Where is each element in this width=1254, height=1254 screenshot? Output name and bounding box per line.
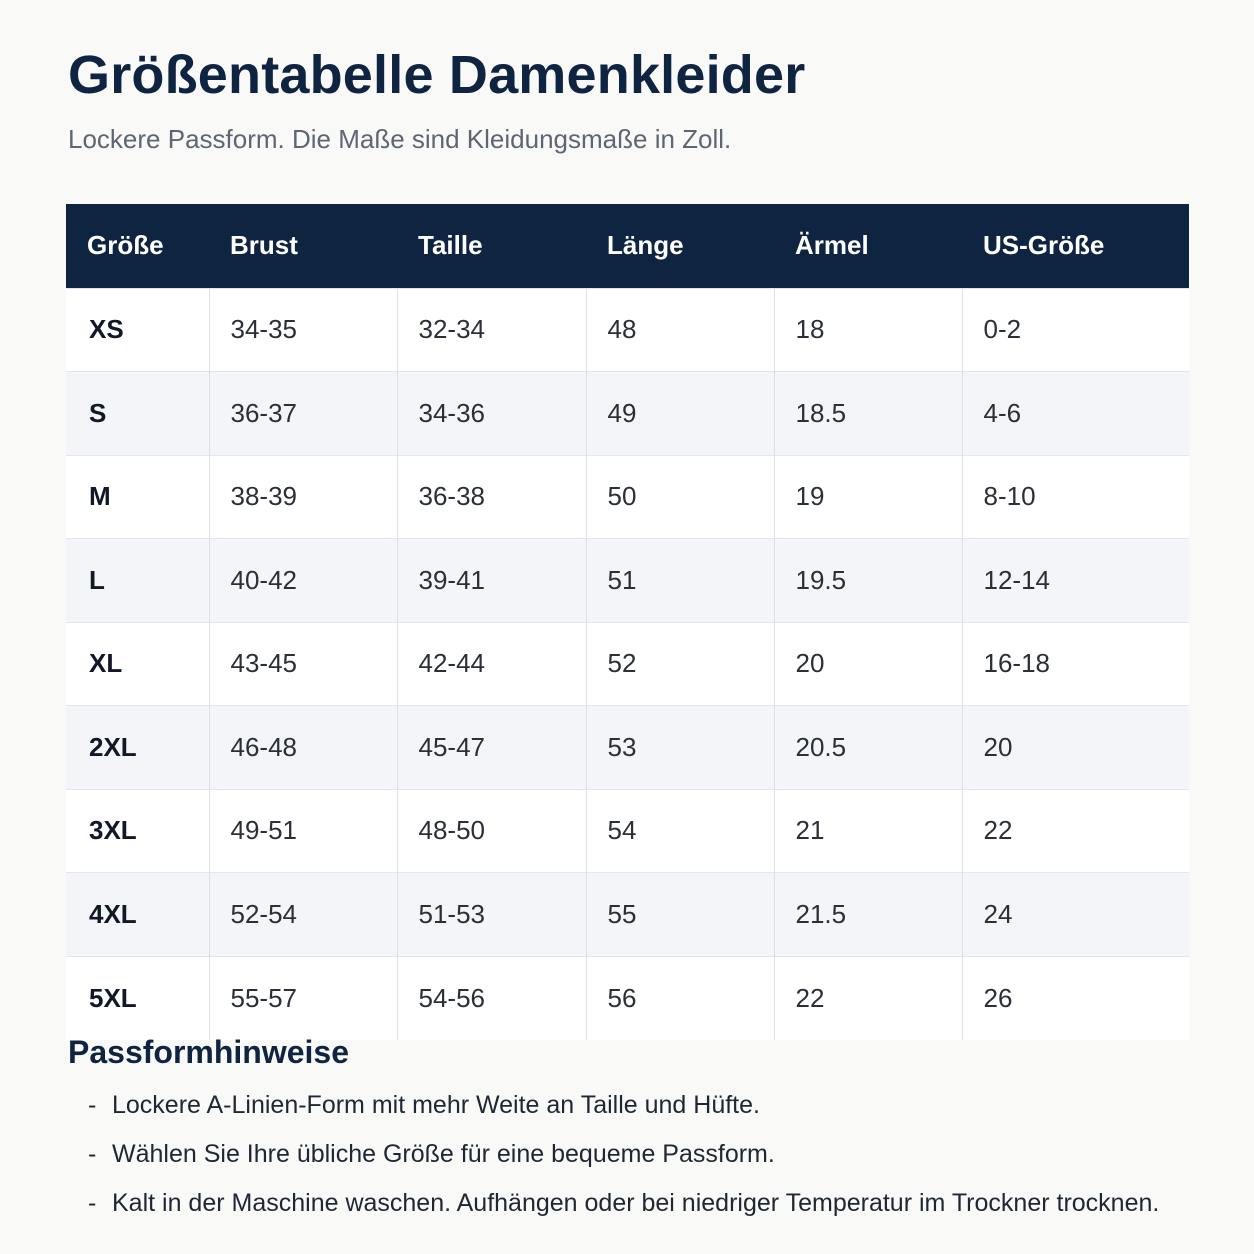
length-cell: 48 [586, 287, 775, 372]
size-chart-table: Größe Brust Taille Länge Ärmel US-Größe … [66, 204, 1189, 1040]
sleeve-cell: 20 [774, 621, 963, 706]
table-row: 3XL 49-51 48-50 54 21 22 [66, 788, 1189, 873]
page-subtitle: Lockere Passform. Die Maße sind Kleidung… [68, 124, 732, 154]
size-cell: 3XL [66, 788, 210, 873]
note-bullet: - [88, 1189, 97, 1217]
column-header-waist: Taille [418, 230, 483, 261]
notes-heading: Passformhinweise [68, 1034, 349, 1070]
us-size-cell: 24 [962, 872, 1189, 956]
table-row: 4XL 52-54 51-53 55 21.5 24 [66, 872, 1189, 956]
bust-cell: 52-54 [209, 872, 398, 956]
length-cell: 55 [586, 872, 775, 956]
column-header-us-size: US-Größe [983, 230, 1105, 261]
column-header-sleeve: Ärmel [795, 230, 869, 261]
bust-cell: 34-35 [209, 287, 398, 372]
size-cell: 5XL [66, 955, 210, 1040]
note-text: Kalt in der Maschine waschen. Aufhängen … [112, 1189, 1160, 1217]
sleeve-cell: 18.5 [774, 371, 963, 455]
us-size-cell: 8-10 [962, 454, 1189, 539]
bust-cell: 40-42 [209, 538, 398, 622]
size-cell: 4XL [66, 872, 210, 956]
sleeve-cell: 18 [774, 287, 963, 372]
size-cell: M [66, 454, 210, 539]
length-cell: 56 [586, 955, 775, 1040]
sleeve-cell: 21.5 [774, 872, 963, 956]
us-size-cell: 12-14 [962, 538, 1189, 622]
size-cell: 2XL [66, 705, 210, 789]
table-row: XL 43-45 42-44 52 20 16-18 [66, 621, 1189, 706]
waist-cell: 45-47 [397, 705, 587, 789]
us-size-cell: 16-18 [962, 621, 1189, 706]
us-size-cell: 4-6 [962, 371, 1189, 455]
table-row: M 38-39 36-38 50 19 8-10 [66, 454, 1189, 539]
waist-cell: 36-38 [397, 454, 587, 539]
size-cell: XL [66, 621, 210, 706]
table-header-row: Größe Brust Taille Länge Ärmel US-Größe [66, 204, 1189, 288]
us-size-cell: 20 [962, 705, 1189, 789]
note-text: Lockere A-Linien-Form mit mehr Weite an … [112, 1091, 760, 1119]
table-body: XS 34-35 32-34 48 18 0-2 S 36-37 34-36 49 18.5 4-6 M… [66, 287, 1189, 1040]
length-cell: 50 [586, 454, 775, 539]
waist-cell: 48-50 [397, 788, 587, 873]
note-bullet: - [88, 1140, 97, 1168]
bust-cell: 46-48 [209, 705, 398, 789]
sleeve-cell: 19.5 [774, 538, 963, 622]
us-size-cell: 22 [962, 788, 1189, 873]
page-title: Größentabelle Damenkleider [68, 45, 806, 105]
size-cell: L [66, 538, 210, 622]
table-row: 5XL 55-57 54-56 56 22 26 [66, 955, 1189, 1040]
column-header-size: Größe [87, 230, 164, 261]
sleeve-cell: 19 [774, 454, 963, 539]
length-cell: 51 [586, 538, 775, 622]
bust-cell: 49-51 [209, 788, 398, 873]
note-item: - Wählen Sie Ihre übliche Größe für eine … [88, 1135, 1159, 1184]
sleeve-cell: 20.5 [774, 705, 963, 789]
us-size-cell: 0-2 [962, 287, 1189, 372]
waist-cell: 51-53 [397, 872, 587, 956]
table-header: Größe Brust Taille Länge Ärmel US-Größe [66, 204, 1189, 288]
bust-cell: 38-39 [209, 454, 398, 539]
note-item: - Kalt in der Maschine waschen. Aufhängen… [88, 1184, 1159, 1233]
note-item: - Lockere A-Linien-Form mit mehr Weite an… [88, 1086, 1159, 1135]
table-row: 2XL 46-48 45-47 53 20.5 20 [66, 705, 1189, 789]
sleeve-cell: 21 [774, 788, 963, 873]
table-row: S 36-37 34-36 49 18.5 4-6 [66, 371, 1189, 455]
waist-cell: 54-56 [397, 955, 587, 1040]
waist-cell: 32-34 [397, 287, 587, 372]
waist-cell: 34-36 [397, 371, 587, 455]
table-row: L 40-42 39-41 51 19.5 12-14 [66, 538, 1189, 622]
sleeve-cell: 22 [774, 955, 963, 1040]
length-cell: 54 [586, 788, 775, 873]
size-cell: XS [66, 287, 210, 372]
waist-cell: 42-44 [397, 621, 587, 706]
bust-cell: 36-37 [209, 371, 398, 455]
us-size-cell: 26 [962, 955, 1189, 1040]
length-cell: 52 [586, 621, 775, 706]
column-header-bust: Brust [230, 230, 298, 261]
table-row: XS 34-35 32-34 48 18 0-2 [66, 287, 1189, 372]
bust-cell: 43-45 [209, 621, 398, 706]
waist-cell: 39-41 [397, 538, 587, 622]
note-bullet: - [88, 1091, 97, 1119]
size-cell: S [66, 371, 210, 455]
column-header-length: Länge [607, 230, 684, 261]
notes-list: - Lockere A-Linien-Form mit mehr Weite an… [88, 1086, 1159, 1233]
bust-cell: 55-57 [209, 955, 398, 1040]
length-cell: 49 [586, 371, 775, 455]
note-text: Wählen Sie Ihre übliche Größe für eine b… [112, 1140, 775, 1168]
length-cell: 53 [586, 705, 775, 789]
